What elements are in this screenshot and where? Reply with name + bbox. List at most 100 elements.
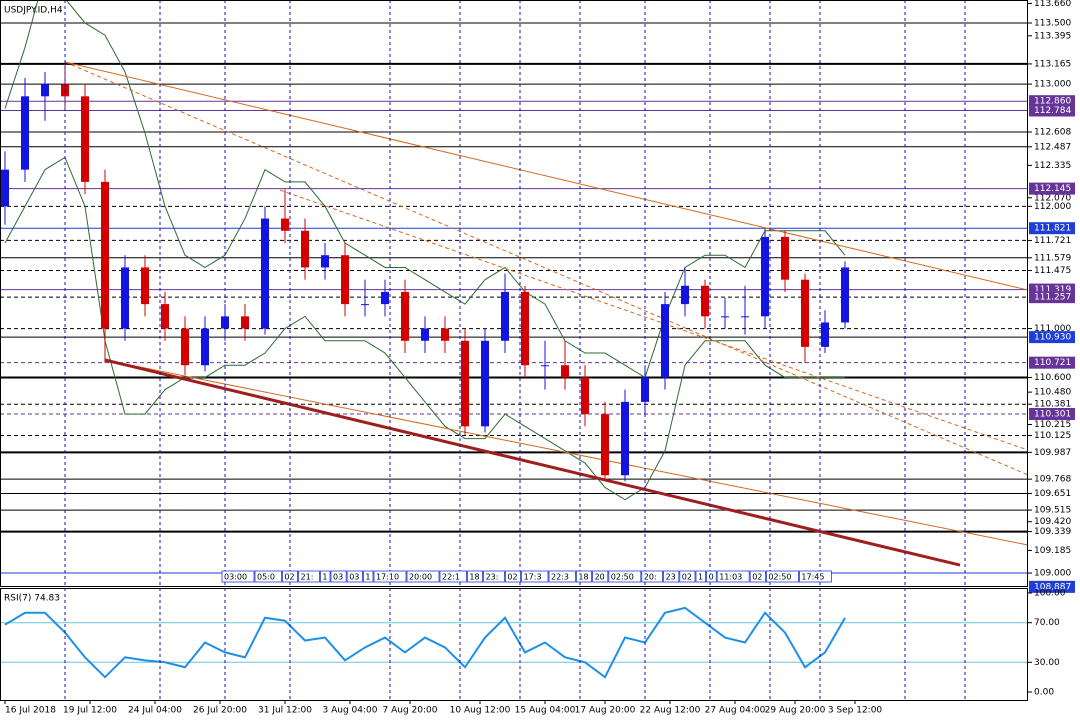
candle-body bbox=[621, 401, 629, 476]
candle-body bbox=[81, 96, 89, 182]
price-box-label: 112.784 bbox=[1034, 106, 1071, 116]
time-strip-label: 02 bbox=[507, 573, 517, 582]
trendline bbox=[279, 189, 1028, 451]
rsi-label: RSI(7) 74.83 bbox=[4, 594, 60, 604]
trendline bbox=[104, 358, 961, 567]
time-strip-label: 02:50 bbox=[768, 573, 791, 582]
time-strip-label: 23: bbox=[486, 573, 499, 582]
y-tick-label: 112.335 bbox=[1034, 161, 1071, 171]
price-box bbox=[1029, 222, 1075, 235]
y-tick-label: 113.500 bbox=[1034, 18, 1071, 28]
rsi-frame bbox=[0, 588, 1028, 701]
time-strip-box bbox=[679, 570, 696, 583]
y-tick-label: 110.600 bbox=[1034, 373, 1071, 383]
price-box-label: 111.257 bbox=[1034, 293, 1071, 303]
x-tick-label: 7 Aug 20:00 bbox=[383, 706, 438, 716]
price-box bbox=[1029, 104, 1075, 117]
time-strip-box bbox=[483, 570, 505, 583]
candle-body bbox=[161, 304, 169, 329]
candle-body bbox=[581, 377, 589, 415]
candle-body bbox=[321, 255, 329, 268]
time-strip-label: 17:3 bbox=[524, 573, 542, 582]
price-box-label: 112.145 bbox=[1034, 184, 1071, 194]
candle-body bbox=[661, 304, 669, 378]
x-tick-label: 15 Aug 04:00 bbox=[515, 706, 576, 716]
candle-body bbox=[301, 230, 309, 268]
price-box-label: 110.930 bbox=[1034, 333, 1071, 343]
y-tick-label: 110.480 bbox=[1034, 388, 1071, 398]
main-frame bbox=[0, 0, 1028, 587]
candle-body bbox=[281, 218, 289, 231]
time-strip-label: 11:03 bbox=[719, 573, 742, 582]
time-strip-label: 03 bbox=[349, 573, 359, 582]
candle-body bbox=[361, 304, 369, 306]
x-tick-label: 27 Aug 04:00 bbox=[705, 706, 766, 716]
x-tick-label: 29 Aug 20:00 bbox=[765, 706, 826, 716]
y-tick-label: 112.487 bbox=[1034, 142, 1071, 152]
price-box-label: 110.301 bbox=[1034, 410, 1071, 420]
time-strip-label: 02 bbox=[284, 573, 294, 582]
time-strip-label: 20: bbox=[644, 573, 657, 582]
time-strip-box bbox=[346, 570, 363, 583]
y-tick-label: 113.660 bbox=[1034, 0, 1071, 9]
x-tick-label: 26 Jul 20:00 bbox=[193, 706, 247, 716]
time-strip-label: 17:10 bbox=[376, 573, 399, 582]
time-strip-label: 18 bbox=[578, 573, 588, 582]
price-box-label: 111.821 bbox=[1034, 224, 1071, 234]
time-strip-label: 1 bbox=[322, 573, 327, 582]
y-tick-label: 109.768 bbox=[1034, 475, 1071, 485]
time-strip-box bbox=[281, 570, 298, 583]
x-tick-label: 31 Jul 12:00 bbox=[258, 706, 312, 716]
candle-body bbox=[501, 291, 509, 341]
time-strip-label: 17:45 bbox=[801, 573, 824, 582]
axes: 113.660 113.500 113.395 113.165 113.000 112.6… bbox=[4, 0, 1075, 716]
rsi-tick-label: 30.00 bbox=[1034, 658, 1060, 668]
x-tick-label: 10 Aug 12:00 bbox=[450, 706, 511, 716]
candle-body bbox=[481, 340, 489, 427]
chart-title: USDJPY.ID,H4 bbox=[4, 6, 63, 16]
candle-body bbox=[801, 279, 809, 347]
x-tick-label: 3 Aug 04:00 bbox=[323, 706, 378, 716]
time-strip-box bbox=[330, 570, 347, 583]
x-tick-label: 22 Aug 12:00 bbox=[640, 706, 701, 716]
time-strip-label: 21: bbox=[301, 573, 314, 582]
time-strip-box bbox=[608, 570, 642, 583]
candle-body bbox=[41, 84, 49, 97]
time-strip-box bbox=[254, 570, 282, 583]
time-strip-label: 20 bbox=[595, 573, 605, 582]
time-strip-label: 05:0 bbox=[257, 573, 275, 582]
time-strip-label: 02 bbox=[682, 573, 692, 582]
time-strip-box bbox=[766, 570, 799, 583]
candle-body bbox=[641, 377, 649, 402]
candle-body bbox=[561, 365, 569, 378]
y-tick-label: 112.070 bbox=[1034, 193, 1071, 203]
candle-body bbox=[781, 236, 789, 280]
candle-body bbox=[201, 328, 209, 366]
price-box bbox=[1029, 182, 1075, 195]
price-box bbox=[1029, 580, 1075, 593]
trendline bbox=[104, 359, 1028, 546]
x-tick-label: 19 Jul 12:00 bbox=[63, 706, 117, 716]
y-tick-label: 109.987 bbox=[1034, 448, 1071, 458]
time-strip-box bbox=[221, 570, 255, 583]
time-strip-box bbox=[695, 570, 707, 583]
candle-body bbox=[681, 285, 689, 305]
y-tick-label: 111.000 bbox=[1034, 324, 1071, 334]
time-strip-box bbox=[548, 570, 576, 583]
price-box-label: 110.721 bbox=[1034, 358, 1071, 368]
candle-body bbox=[821, 322, 829, 347]
price-box bbox=[1029, 408, 1075, 421]
rsi-plot bbox=[0, 606, 1028, 679]
time-strip-label: 22:1 bbox=[442, 573, 460, 582]
time-strip-label: 20:00 bbox=[409, 573, 432, 582]
time-strip-box bbox=[641, 570, 663, 583]
time-strip-box bbox=[663, 570, 680, 583]
y-tick-label: 110.381 bbox=[1034, 400, 1071, 410]
price-box-label: 111.319 bbox=[1034, 285, 1071, 295]
y-tick-label: 109.651 bbox=[1034, 489, 1071, 499]
rsi-tick-label: 100.00 bbox=[1034, 589, 1066, 599]
y-tick-label: 109.339 bbox=[1034, 527, 1071, 537]
candle-body bbox=[721, 316, 729, 318]
